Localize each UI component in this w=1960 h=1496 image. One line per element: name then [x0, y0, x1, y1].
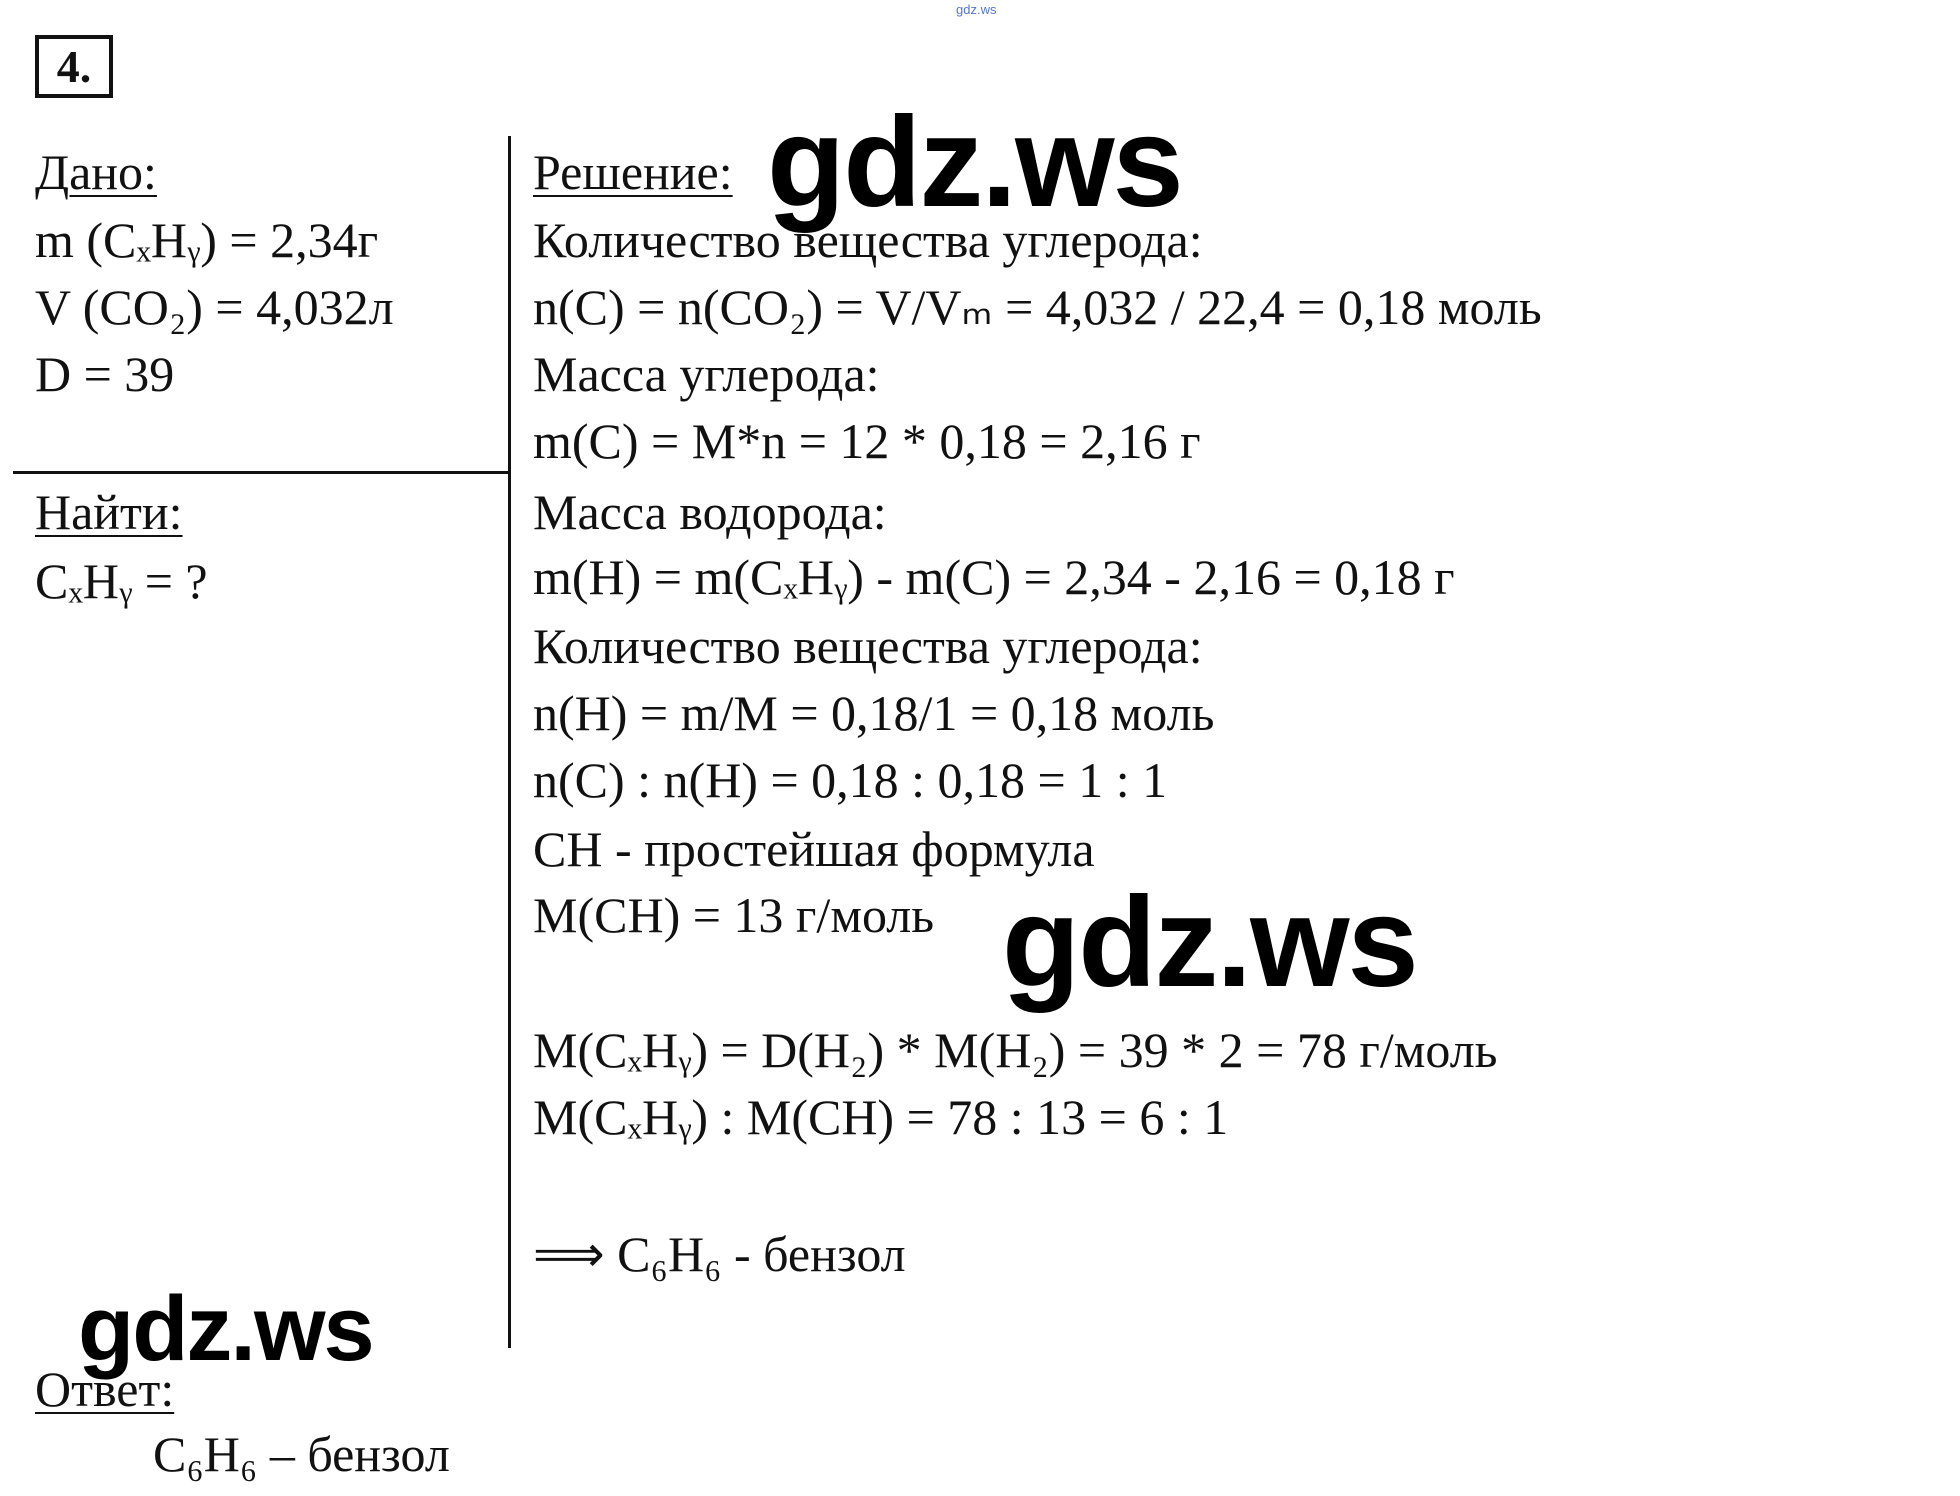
- solution-line: Масса углерода:: [533, 346, 880, 402]
- solution-line: Масса водорода:: [533, 484, 887, 540]
- given-line: m (CₓHᵧ) = 2,34г: [35, 212, 379, 268]
- top-watermark: gdz.ws: [956, 2, 997, 17]
- watermark: gdz.ws: [1002, 871, 1419, 1015]
- solution-line: Количество вещества углерода:: [533, 212, 1203, 268]
- watermark: gdz.ws: [78, 1277, 375, 1380]
- solution-line: M(CₓHᵧ) : M(CH) = 78 : 13 = 6 : 1: [533, 1089, 1229, 1145]
- solution-line: ⟹ C₆H₆ - бензол: [533, 1226, 906, 1282]
- solution-line: n(C) = n(CO₂) = V/Vₘ = 4,032 / 22,4 = 0,…: [533, 279, 1542, 335]
- answer-title: Ответ:: [35, 1361, 175, 1417]
- solution-title: Решение:: [533, 144, 733, 200]
- divider-horizontal: [13, 471, 510, 474]
- given-line: V (CO₂) = 4,032л: [35, 279, 394, 335]
- solution-line: CH - простейшая формула: [533, 821, 1095, 877]
- problem-number: 4.: [35, 35, 113, 98]
- find-line: CₓHᵧ = ?: [35, 553, 208, 609]
- solution-line: M(CH) = 13 г/моль: [533, 887, 935, 943]
- given-title: Дано:: [35, 144, 157, 200]
- given-line: D = 39: [35, 346, 175, 402]
- solution-line: n(C) : n(H) = 0,18 : 0,18 = 1 : 1: [533, 752, 1168, 808]
- solution-line: m(C) = M*n = 12 * 0,18 = 2,16 г: [533, 413, 1201, 469]
- solution-line: M(CₓHᵧ) = D(H₂) * M(H₂) = 39 * 2 = 78 г/…: [533, 1022, 1498, 1078]
- answer-text: C₆H₆ – бензол: [153, 1426, 450, 1482]
- watermark: gdz.ws: [767, 91, 1184, 235]
- solution-line: n(H) = m/M = 0,18/1 = 0,18 моль: [533, 685, 1215, 741]
- divider-vertical: [508, 136, 511, 1348]
- solution-line: m(H) = m(CₓHᵧ) - m(C) = 2,34 - 2,16 = 0,…: [533, 549, 1455, 605]
- find-title: Найти:: [35, 484, 183, 540]
- solution-line: Количество вещества углерода:: [533, 618, 1203, 674]
